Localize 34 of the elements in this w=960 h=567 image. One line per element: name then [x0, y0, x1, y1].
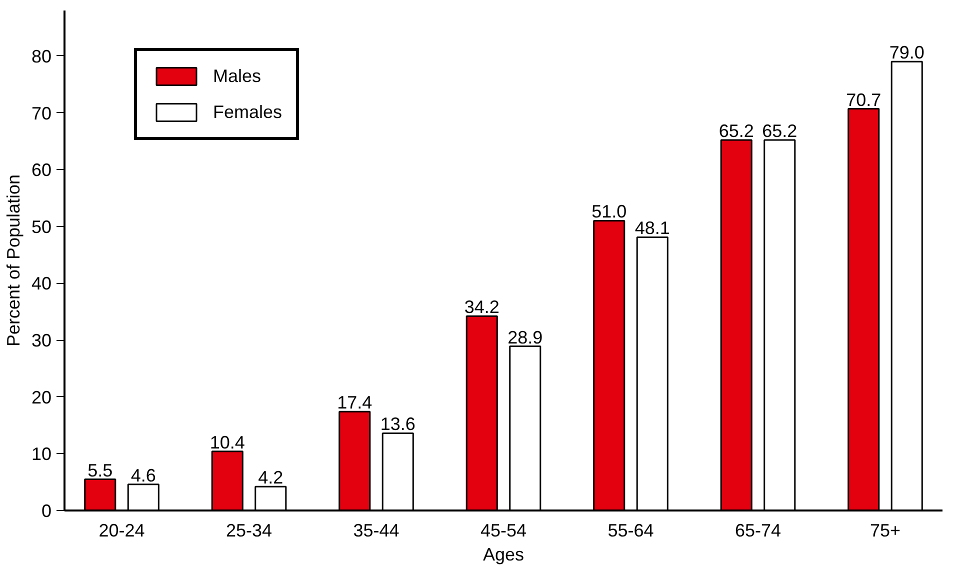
data-label: 13.6 [380, 414, 416, 434]
x-tick-label: 45-54 [480, 520, 527, 540]
y-tick-label: 0 [41, 501, 52, 521]
x-tick-label: 25-34 [226, 520, 272, 540]
data-label: 79.0 [889, 42, 924, 63]
x-tick-label: 55-64 [608, 520, 654, 540]
y-tick-label: 50 [31, 216, 52, 237]
y-tick-label: 70 [31, 103, 52, 124]
data-label: 4.6 [130, 465, 156, 486]
legend-label: Females [213, 102, 282, 122]
data-label: 4.2 [258, 468, 284, 488]
y-tick-label: 20 [31, 387, 52, 408]
y-tick-label: 10 [31, 444, 52, 464]
x-tick-label: 75+ [870, 520, 901, 540]
y-tick-label: 80 [31, 46, 52, 66]
data-label: 70.7 [846, 90, 882, 110]
y-tick-label: 30 [31, 330, 52, 351]
y-axis-title: Percent of Population [3, 174, 24, 347]
data-label: 10.4 [210, 432, 245, 452]
x-tick-label: 20-24 [98, 520, 145, 540]
data-label: 51.0 [592, 202, 627, 222]
x-axis-title: Ages [482, 544, 524, 564]
legend-label: Males [213, 66, 262, 86]
data-label: 65.2 [762, 121, 798, 142]
data-label: 28.9 [508, 327, 543, 348]
x-tick-label: 35-44 [353, 520, 400, 540]
data-label: 48.1 [634, 218, 670, 238]
y-tick-label: 40 [31, 274, 52, 294]
data-label: 65.2 [718, 121, 754, 142]
data-label: 5.5 [88, 460, 113, 480]
y-tick-label: 60 [31, 160, 52, 180]
data-label: 17.4 [337, 392, 372, 413]
x-tick-label: 65-74 [734, 520, 782, 540]
data-label: 34.2 [464, 297, 500, 318]
